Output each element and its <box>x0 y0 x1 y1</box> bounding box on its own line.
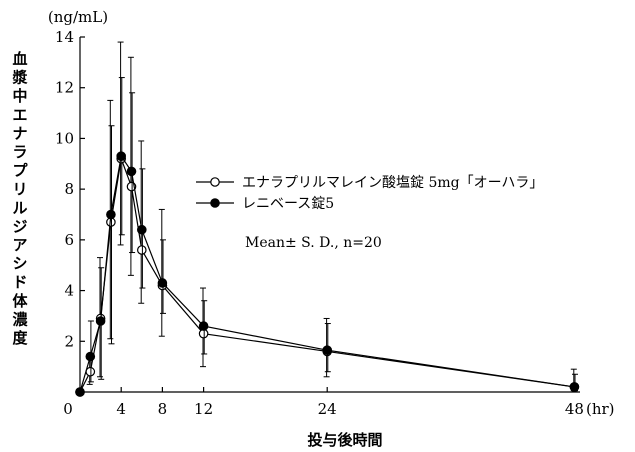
series-line <box>79 156 575 393</box>
y-tick-label: 14 <box>55 28 74 46</box>
x-tick-label: 24 <box>318 400 337 418</box>
y-title-char: リ <box>12 180 27 198</box>
data-point-filled <box>95 316 106 326</box>
data-point-filled <box>106 209 116 220</box>
y-title-char: シ <box>12 255 27 273</box>
y-title-char: 漿 <box>11 69 27 87</box>
y-title-char: 体 <box>12 292 28 310</box>
data-point-filled <box>157 278 168 288</box>
legend-marker-filled-circle <box>210 198 220 208</box>
series-layer <box>75 41 580 397</box>
y-title-char: エ <box>12 106 27 124</box>
legend-marker-open-circle <box>210 177 220 187</box>
x-tick-label: 0 <box>63 400 73 418</box>
series-line <box>79 154 575 393</box>
data-point-filled <box>569 382 580 392</box>
y-tick-label: 8 <box>64 180 74 198</box>
y-unit-label: (ng/mL) <box>48 8 108 26</box>
y-title-char: ド <box>12 273 27 291</box>
data-point-filled <box>116 151 126 161</box>
y-title-char: 度 <box>12 329 28 347</box>
y-tick-label: 6 <box>64 231 74 249</box>
data-point-filled <box>75 387 85 397</box>
y-title-char: ジ <box>12 217 27 235</box>
y-title-char: 濃 <box>12 310 28 328</box>
y-tick-label: 12 <box>55 79 74 97</box>
annotation-mean-sd: Mean± S. D., n=20 <box>245 235 382 251</box>
data-point-filled <box>126 166 137 177</box>
y-tick-label: 4 <box>64 282 74 300</box>
legend-label-series-1: エナラプリルマレイン酸塩錠 5mg「オーハラ」 <box>242 175 543 191</box>
y-title-char: ア <box>12 236 27 254</box>
y-tick-label: 2 <box>64 332 74 350</box>
series-2 <box>75 77 580 397</box>
series-1 <box>75 41 580 397</box>
x-tick-label: 48 <box>565 400 584 418</box>
data-point-filled <box>198 321 209 331</box>
y-title-char: 血 <box>12 50 27 68</box>
data-point-filled <box>85 351 96 362</box>
x-axis-title: 投与後時間 <box>307 431 382 449</box>
y-title-char: ラ <box>12 143 27 161</box>
legend: エナラプリルマレイン酸塩錠 5mg「オーハラ」 レニベース錠5 <box>196 175 543 212</box>
x-tick-label: 12 <box>194 400 213 418</box>
data-point-filled <box>322 345 332 355</box>
y-title-char: ナ <box>12 124 27 142</box>
legend-label-series-2: レニベース錠5 <box>242 196 334 212</box>
y-tick-label: 10 <box>55 129 74 147</box>
data-point-filled <box>137 224 147 235</box>
y-title-char: ル <box>12 199 27 217</box>
y-title-char: 中 <box>12 87 27 105</box>
x-tick-label: 4 <box>116 400 126 418</box>
x-unit-label: (hr) <box>586 400 615 418</box>
y-title-char: プ <box>12 162 28 180</box>
data-point-open <box>137 245 147 255</box>
x-tick-label: 8 <box>158 400 168 418</box>
